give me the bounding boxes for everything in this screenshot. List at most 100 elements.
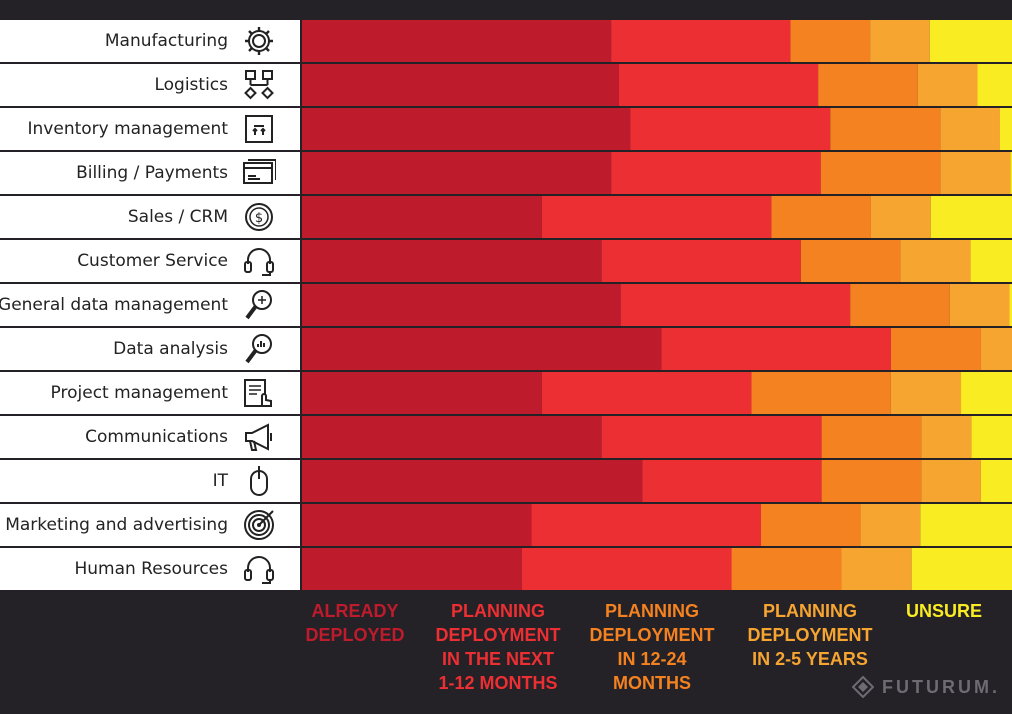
- bar-segment-10-4: [921, 416, 972, 458]
- bar-segment-1-1: [302, 20, 612, 62]
- category-label[interactable]: Logistics: [154, 75, 228, 95]
- bar-segment-12-3: [760, 504, 861, 546]
- bar-segment-2-5: [977, 64, 1012, 106]
- bar-segment-4-2: [611, 152, 821, 194]
- bar-segment-1-2: [611, 20, 791, 62]
- bar-segment-4-1: [302, 152, 612, 194]
- bar-segment-7-2: [620, 284, 851, 326]
- bar-segment-12-5: [920, 504, 1012, 546]
- bar-segment-5-3: [771, 196, 871, 238]
- flowchart-icon: [244, 70, 274, 100]
- bar-segment-3-3: [830, 108, 941, 150]
- bar-segment-13-4: [841, 548, 912, 590]
- legend-item-4: PLANNING DEPLOYMENT IN 2-5 YEARS: [747, 601, 873, 669]
- bar-segment-10-3: [821, 416, 922, 458]
- bar-segment-11-2: [642, 460, 822, 502]
- bar-segment-2-4: [917, 64, 978, 106]
- bar-segment-1-3: [790, 20, 871, 62]
- bar-segment-9-1: [302, 372, 542, 414]
- row-label-6: Customer Service: [0, 240, 300, 282]
- row-label-8: Data analysis: [0, 328, 300, 370]
- bar-segment-13-3: [731, 548, 842, 590]
- bar-segment-8-1: [302, 328, 662, 370]
- bar-segment-11-5: [980, 460, 1012, 502]
- bar-segment-10-5: [971, 416, 1012, 458]
- bar-segment-8-4: [980, 328, 1012, 370]
- megaphone-icon: [245, 423, 272, 451]
- bar-segment-4-3: [820, 152, 941, 194]
- bar-segment-1-5: [929, 20, 1012, 62]
- bar-segment-6-5: [970, 240, 1012, 282]
- bar-segment-13-1: [302, 548, 522, 590]
- category-label[interactable]: Marketing and advertising: [5, 515, 228, 535]
- bar-segment-6-2: [601, 240, 801, 282]
- row-label-10: Communications: [0, 416, 300, 458]
- futurum-brand: FUTURUM.: [852, 676, 1000, 698]
- bar-segment-3-1: [302, 108, 631, 150]
- bar-segment-2-1: [302, 64, 619, 106]
- category-label[interactable]: Communications: [85, 427, 228, 447]
- category-label[interactable]: Inventory management: [27, 119, 228, 139]
- brand-name: FUTURUM.: [882, 676, 1000, 697]
- target-icon: [244, 510, 274, 540]
- svg-text:$: $: [255, 211, 263, 226]
- legend-item-2: PLANNING DEPLOYMENT IN THE NEXT 1-12 MONTHS: [435, 601, 561, 693]
- bar-segment-12-4: [860, 504, 921, 546]
- row-label-3: Inventory management: [0, 108, 300, 150]
- category-label[interactable]: Data analysis: [113, 339, 228, 359]
- bar-segment-11-3: [821, 460, 922, 502]
- row-label-12: Marketing and advertising: [0, 504, 300, 546]
- mouse-icon: [250, 466, 268, 496]
- category-label[interactable]: IT: [212, 471, 228, 491]
- bar-segment-13-2: [521, 548, 732, 590]
- credit-card-icon: [243, 159, 276, 184]
- row-label-1: Manufacturing: [0, 20, 300, 62]
- bar-segment-3-2: [630, 108, 831, 150]
- bar-segment-3-5: [999, 108, 1012, 150]
- category-label[interactable]: General data management: [0, 295, 228, 315]
- bar-segment-13-5: [911, 548, 1012, 590]
- bar-segment-11-1: [302, 460, 643, 502]
- category-label[interactable]: Sales / CRM: [127, 207, 228, 227]
- bar-segment-9-3: [751, 372, 891, 414]
- bar-segment-5-1: [302, 196, 542, 238]
- bar-segment-3-4: [940, 108, 1000, 150]
- category-label[interactable]: Human Resources: [74, 559, 228, 579]
- row-label-5: Sales / CRM $: [0, 196, 300, 238]
- clipboard-hand-icon: [244, 379, 272, 407]
- bar-segment-9-5: [961, 372, 1012, 414]
- bar-segment-1-4: [870, 20, 930, 62]
- row-label-2: Logistics: [0, 64, 300, 106]
- bar-segment-6-1: [302, 240, 602, 282]
- futurum-logo-icon: [852, 676, 874, 698]
- dollar-coin-icon: $: [245, 203, 273, 231]
- category-label[interactable]: Billing / Payments: [76, 163, 228, 183]
- row-label-13: Human Resources: [0, 548, 300, 590]
- headset-icon: [244, 248, 274, 276]
- row-label-11: IT: [0, 460, 300, 502]
- bar-segment-9-4: [890, 372, 962, 414]
- bar-segment-10-2: [601, 416, 822, 458]
- bar-segment-4-5: [1010, 152, 1012, 194]
- bar-segment-6-4: [900, 240, 971, 282]
- bar-segment-7-5: [1009, 284, 1012, 326]
- headset-icon: [244, 556, 274, 584]
- bar-segment-11-4: [921, 460, 981, 502]
- box-icon: [245, 115, 273, 143]
- bar-segment-12-1: [302, 504, 532, 546]
- category-label[interactable]: Project management: [50, 383, 228, 403]
- legend-item-5: UNSURE: [905, 601, 982, 621]
- bar-segment-9-2: [541, 372, 752, 414]
- bar-segment-8-3: [890, 328, 981, 370]
- magnifier-icon: [245, 290, 272, 320]
- bar-segment-8-2: [661, 328, 891, 370]
- category-label[interactable]: Customer Service: [77, 251, 228, 271]
- bar-segment-12-2: [531, 504, 761, 546]
- bar-segment-7-3: [850, 284, 950, 326]
- bar-segment-2-2: [618, 64, 819, 106]
- label-divider: [300, 20, 302, 592]
- category-label[interactable]: Manufacturing: [104, 31, 228, 51]
- bar-segment-7-4: [949, 284, 1010, 326]
- bar-segment-2-3: [818, 64, 918, 106]
